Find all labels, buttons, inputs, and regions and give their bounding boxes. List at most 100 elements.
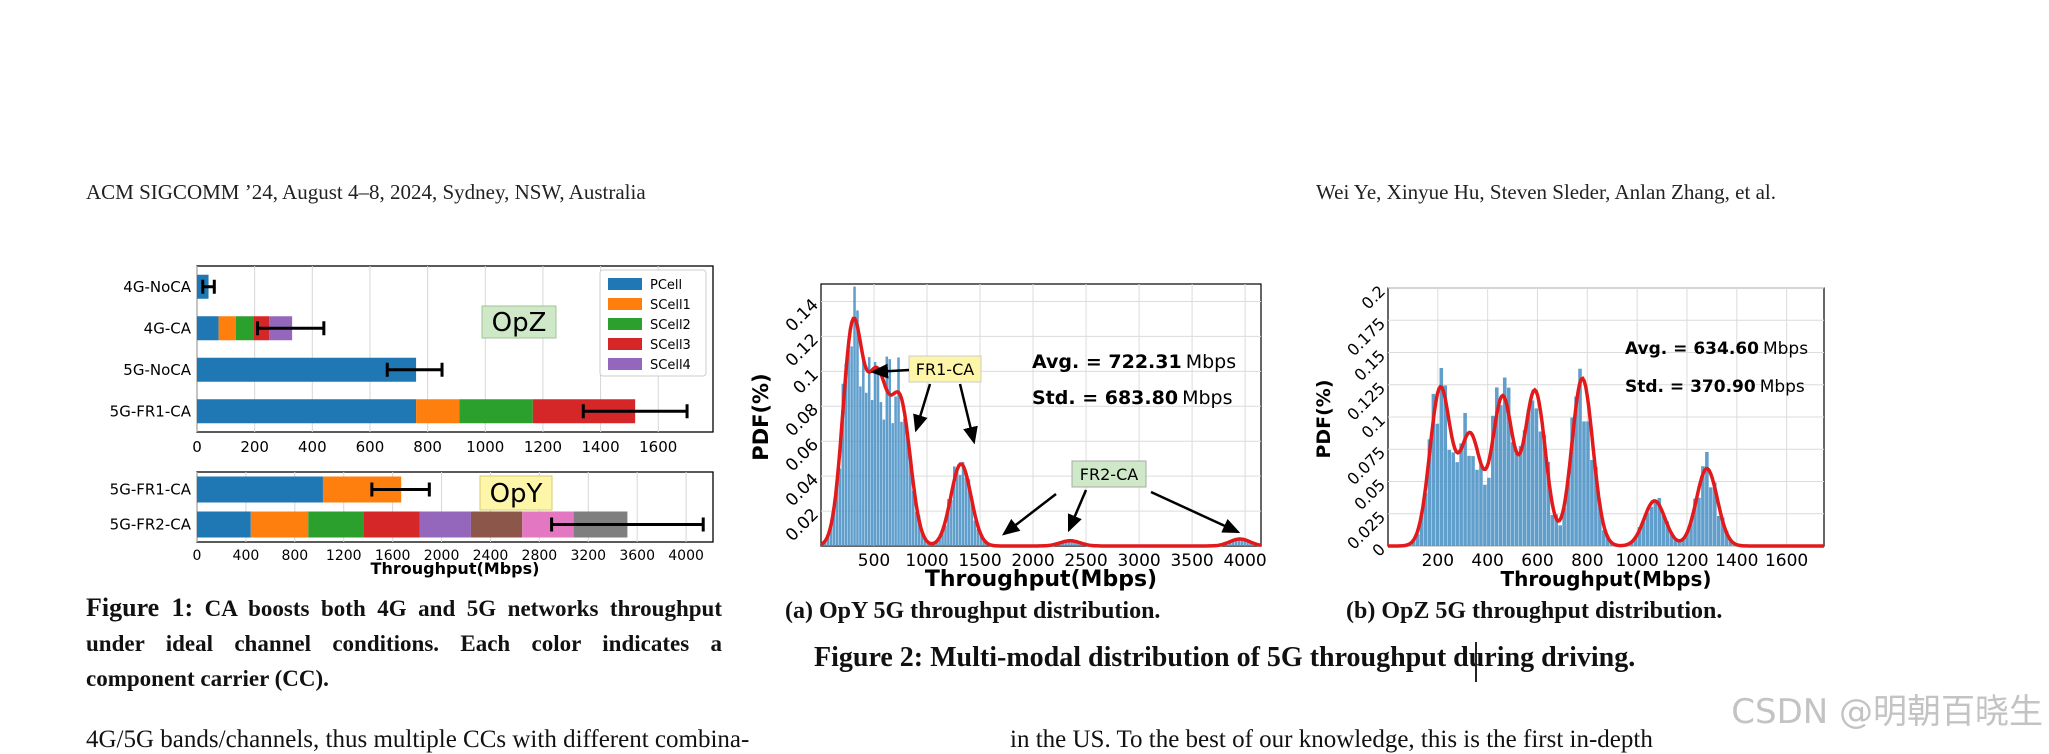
y-tick-label: 0.08 (782, 400, 823, 441)
histogram-bin (880, 402, 883, 546)
bar-segment (197, 512, 251, 538)
figure1-caption-label: Figure 1: (86, 593, 193, 622)
x-tick-label: 1400 (581, 438, 619, 456)
histogram-bin (1590, 460, 1594, 546)
histogram-bin (1650, 507, 1654, 546)
bar-scell2 (459, 399, 533, 423)
x-tick-label: 1400 (1715, 551, 1758, 571)
bar-segment (308, 512, 363, 538)
category-label: 4G-CA (144, 319, 192, 337)
histogram-bin (956, 470, 959, 546)
y-tick-label: 0.04 (782, 470, 823, 511)
bar-pcell (197, 316, 219, 340)
histogram-bin (868, 357, 871, 546)
histogram-bin (1558, 525, 1562, 546)
y-tick-label: 0.02 (782, 505, 823, 546)
y-tick-label: 0.14 (782, 295, 823, 336)
legend-swatch (608, 338, 642, 350)
histogram-bin (903, 419, 906, 546)
histogram-bin (874, 362, 877, 546)
legend-swatch (608, 358, 642, 370)
histogram-bin (962, 462, 965, 546)
histogram-bin (847, 350, 850, 546)
histogram-bin (865, 393, 868, 546)
x-axis-label: Throughput(Mbps) (925, 567, 1157, 592)
x-tick-label: 1600 (1765, 551, 1808, 571)
legend-swatch (608, 298, 642, 310)
x-tick-label: 400 (1471, 551, 1503, 571)
x-tick-label: 600 (356, 438, 385, 456)
category-label: 5G-FR1-CA (110, 402, 192, 420)
category-label: 5G-NoCA (123, 361, 191, 379)
text-cursor (1475, 642, 1477, 682)
y-axis-label: PDF(%) (749, 373, 773, 460)
figure2b-caption: (b) OpZ 5G throughput distribution. (1346, 598, 1722, 625)
y-tick-label: 0.06 (782, 435, 823, 476)
x-tick-label: 1600 (639, 438, 677, 456)
histogram-bin (1459, 443, 1463, 546)
histogram-bin (1467, 456, 1471, 546)
histogram-bin (959, 475, 962, 546)
x-tick-label: 1000 (466, 438, 504, 456)
opy-label: OpY (490, 479, 543, 509)
histogram-bin (1535, 408, 1539, 546)
histogram-bin (1705, 452, 1709, 546)
legend-label: SCell3 (650, 338, 691, 353)
histogram-bin (1499, 405, 1503, 546)
x-tick-label: 1200 (326, 548, 362, 564)
histogram-bin (1483, 485, 1487, 546)
histogram-bin (1717, 516, 1721, 546)
running-header-right: Wei Ye, Xinyue Hu, Steven Sleder, Anlan … (1316, 180, 1776, 205)
bar-segment (471, 512, 522, 538)
histogram-bin (1654, 501, 1658, 546)
histogram-bin (877, 370, 880, 546)
std-unit: Mbps (1182, 387, 1232, 409)
histogram-bin (1519, 446, 1523, 546)
legend-label: SCell1 (650, 298, 691, 313)
histogram-bin (1479, 465, 1483, 546)
x-tick-label: 3200 (570, 548, 606, 564)
bar-pcell (197, 399, 416, 423)
bar-scell1 (219, 316, 236, 340)
y-tick-label: 0.2 (1358, 282, 1389, 313)
x-axis-label: Throughput(Mbps) (1500, 567, 1711, 591)
histogram-bin (1551, 515, 1555, 546)
legend-label: SCell4 (650, 358, 691, 373)
category-label: 5G-FR2-CA (110, 516, 192, 534)
figure2a-caption: (a) OpY 5G throughput distribution. (785, 598, 1160, 625)
y-tick-label: 0 (1368, 540, 1389, 561)
histogram-bin (1582, 421, 1586, 546)
category-label: 5G-FR1-CA (110, 481, 192, 499)
x-tick-label: 1200 (524, 438, 562, 456)
avg-value: Avg. = 722.31 (1032, 351, 1182, 373)
legend-swatch (608, 318, 642, 330)
histogram-bin (862, 359, 865, 546)
x-tick-label: 800 (281, 548, 308, 564)
histogram-bin (839, 468, 842, 546)
x-tick-label: 200 (240, 438, 269, 456)
histogram-bin (900, 422, 903, 546)
avg-unit: Mbps (1763, 339, 1808, 359)
histogram-bin (1436, 424, 1440, 546)
histogram-bin (1471, 456, 1475, 546)
x-tick-label: 400 (298, 438, 327, 456)
legend-label: PCell (650, 278, 682, 293)
histogram-bin (1697, 498, 1701, 546)
histogram-bin (891, 423, 894, 546)
x-tick-label: 3500 (1170, 551, 1213, 571)
figure1-caption: Figure 1: CA boosts both 4G and 5G netwo… (86, 590, 722, 696)
histogram-bin (1487, 478, 1491, 546)
histogram-bin (1515, 452, 1519, 546)
histogram-bin (883, 420, 886, 546)
x-tick-label: 4000 (1223, 551, 1266, 571)
x-tick-label: 0 (192, 438, 202, 456)
bar-segment (363, 512, 419, 538)
